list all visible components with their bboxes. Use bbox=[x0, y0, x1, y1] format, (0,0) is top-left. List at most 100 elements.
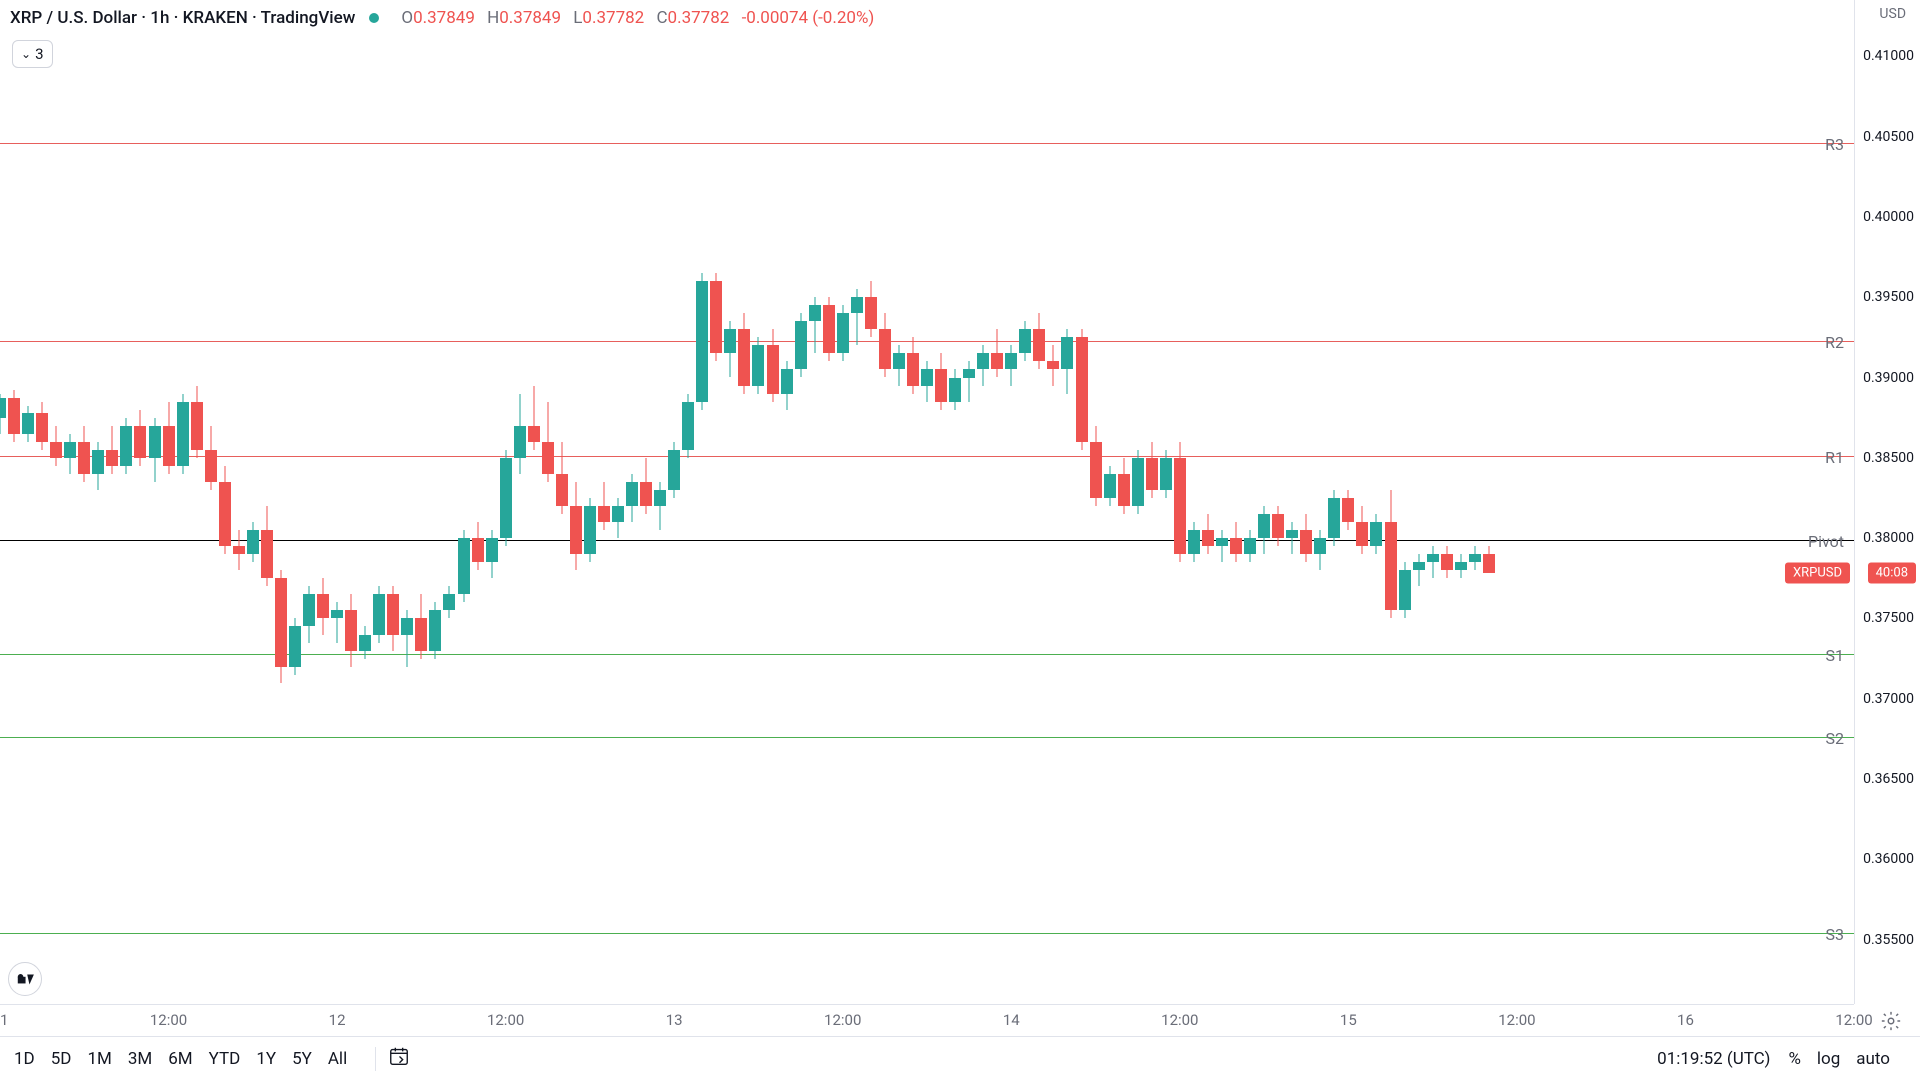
candle[interactable] bbox=[1160, 450, 1172, 498]
candle[interactable] bbox=[1300, 514, 1312, 562]
candle[interactable] bbox=[640, 458, 652, 514]
candle[interactable] bbox=[1118, 458, 1130, 514]
candle[interactable] bbox=[1314, 530, 1326, 570]
candle[interactable] bbox=[289, 618, 301, 674]
candle[interactable] bbox=[0, 394, 6, 434]
candle[interactable] bbox=[949, 369, 961, 409]
scale-opt-%[interactable]: % bbox=[1788, 1049, 1800, 1069]
candle[interactable] bbox=[1005, 345, 1017, 385]
candle[interactable] bbox=[556, 442, 568, 514]
timeframe-1y[interactable]: 1Y bbox=[256, 1049, 276, 1069]
candle[interactable] bbox=[387, 586, 399, 650]
candle[interactable] bbox=[865, 281, 877, 337]
candle[interactable] bbox=[1244, 530, 1256, 562]
candle[interactable] bbox=[837, 305, 849, 361]
clock[interactable]: 01:19:52 (UTC) bbox=[1657, 1049, 1770, 1069]
timeframe-1m[interactable]: 1M bbox=[87, 1049, 111, 1069]
axis-settings-gear-icon[interactable] bbox=[1880, 1010, 1906, 1036]
candle[interactable] bbox=[50, 426, 62, 466]
candle[interactable] bbox=[472, 522, 484, 570]
candle[interactable] bbox=[486, 530, 498, 578]
candle[interactable] bbox=[1174, 442, 1186, 562]
candle[interactable] bbox=[317, 578, 329, 634]
candle[interactable] bbox=[738, 313, 750, 393]
candle[interactable] bbox=[401, 610, 413, 666]
candle[interactable] bbox=[331, 602, 343, 642]
candle[interactable] bbox=[724, 321, 736, 377]
candle[interactable] bbox=[682, 394, 694, 458]
candle[interactable] bbox=[809, 297, 821, 353]
candle[interactable] bbox=[1272, 506, 1284, 546]
candle[interactable] bbox=[879, 313, 891, 377]
candle[interactable] bbox=[668, 442, 680, 498]
candle[interactable] bbox=[528, 386, 540, 450]
candle[interactable] bbox=[415, 594, 427, 658]
candle[interactable] bbox=[1258, 506, 1270, 554]
candle[interactable] bbox=[429, 602, 441, 658]
candle[interactable] bbox=[921, 361, 933, 401]
candle[interactable] bbox=[1455, 554, 1467, 578]
candle[interactable] bbox=[92, 442, 104, 490]
candle[interactable] bbox=[1061, 329, 1073, 393]
level-line-r2[interactable]: R2 bbox=[0, 341, 1854, 342]
candle[interactable] bbox=[36, 402, 48, 450]
timeframe-1d[interactable]: 1D bbox=[14, 1049, 35, 1069]
candle[interactable] bbox=[795, 313, 807, 377]
candle[interactable] bbox=[1328, 490, 1340, 546]
candle[interactable] bbox=[1469, 546, 1481, 570]
candle[interactable] bbox=[1047, 345, 1059, 385]
candle[interactable] bbox=[710, 273, 722, 361]
candle[interactable] bbox=[500, 450, 512, 546]
timeframe-3m[interactable]: 3M bbox=[128, 1049, 152, 1069]
candle[interactable] bbox=[191, 386, 203, 458]
candle[interactable] bbox=[781, 361, 793, 409]
candle[interactable] bbox=[752, 337, 764, 393]
price-axis[interactable]: 0.410000.405000.400000.395000.390000.385… bbox=[1854, 0, 1920, 1004]
candle[interactable] bbox=[134, 410, 146, 466]
level-line-s2[interactable]: S2 bbox=[0, 737, 1854, 738]
candle[interactable] bbox=[514, 394, 526, 474]
candle[interactable] bbox=[1188, 522, 1200, 562]
candle[interactable] bbox=[106, 426, 118, 474]
candle[interactable] bbox=[1286, 522, 1298, 554]
candle[interactable] bbox=[163, 402, 175, 474]
level-line-pivot[interactable]: Pivot bbox=[0, 540, 1854, 541]
candle[interactable] bbox=[612, 498, 624, 538]
timeframe-5d[interactable]: 5D bbox=[51, 1049, 72, 1069]
candle[interactable] bbox=[935, 353, 947, 409]
scale-opt-log[interactable]: log bbox=[1817, 1049, 1840, 1069]
candle[interactable] bbox=[1104, 466, 1116, 506]
candle[interactable] bbox=[1441, 546, 1453, 578]
candle[interactable] bbox=[443, 586, 455, 618]
candle[interactable] bbox=[893, 345, 905, 385]
level-line-s3[interactable]: S3 bbox=[0, 933, 1854, 934]
candle[interactable] bbox=[1342, 490, 1354, 530]
candle[interactable] bbox=[1483, 546, 1495, 573]
candle[interactable] bbox=[570, 482, 582, 570]
candle[interactable] bbox=[149, 418, 161, 482]
candle[interactable] bbox=[598, 482, 610, 530]
price-plot[interactable]: R3R2R1PivotS1S2S3 bbox=[0, 0, 1854, 1004]
candle[interactable] bbox=[963, 361, 975, 401]
candle[interactable] bbox=[22, 406, 34, 441]
candle[interactable] bbox=[1076, 329, 1088, 449]
candle[interactable] bbox=[373, 586, 385, 642]
candle[interactable] bbox=[584, 498, 596, 562]
candle[interactable] bbox=[654, 482, 666, 530]
candle[interactable] bbox=[542, 402, 554, 482]
level-line-r1[interactable]: R1 bbox=[0, 456, 1854, 457]
candle[interactable] bbox=[303, 586, 315, 642]
candle[interactable] bbox=[1033, 313, 1045, 369]
candle[interactable] bbox=[1399, 562, 1411, 618]
candle[interactable] bbox=[977, 345, 989, 385]
candle[interactable] bbox=[1019, 321, 1031, 361]
candle[interactable] bbox=[1385, 490, 1397, 619]
candle[interactable] bbox=[907, 337, 919, 393]
candle[interactable] bbox=[247, 522, 259, 562]
candle[interactable] bbox=[1216, 530, 1228, 562]
candle[interactable] bbox=[767, 329, 779, 401]
candle[interactable] bbox=[458, 530, 470, 602]
timeframe-ytd[interactable]: YTD bbox=[209, 1049, 241, 1069]
candle[interactable] bbox=[1132, 450, 1144, 514]
candle[interactable] bbox=[219, 466, 231, 554]
